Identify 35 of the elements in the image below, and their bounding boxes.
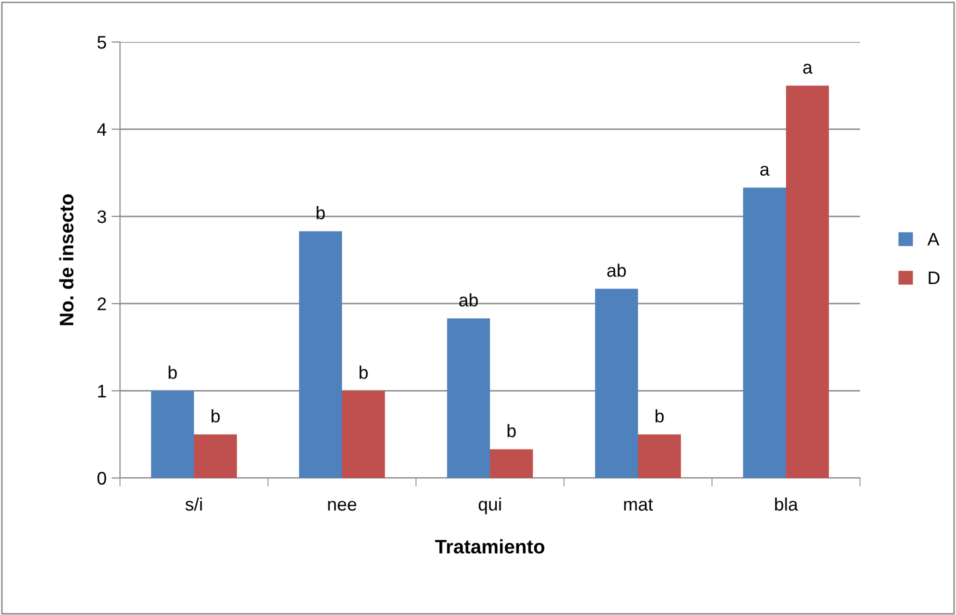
data-label: a (760, 166, 770, 176)
bar (595, 288, 638, 478)
x-axis-title: Tratamiento (435, 539, 544, 554)
bar (194, 434, 237, 478)
bar (447, 318, 490, 478)
bar (743, 188, 786, 478)
data-label: ab (459, 293, 478, 307)
y-tick-label: 4 (97, 123, 106, 136)
legend-label: D (928, 272, 940, 284)
data-label: b (508, 424, 516, 438)
x-tick-label: nee (328, 500, 356, 511)
y-tick-label: 3 (97, 210, 106, 224)
data-label: b (316, 206, 325, 220)
x-tick-label: qui (478, 497, 501, 514)
y-axis-title: No. de insecto (59, 194, 74, 326)
data-label: b (656, 409, 664, 422)
y-tick-label: 2 (98, 298, 106, 310)
data-label: b (360, 366, 368, 379)
y-tick-label: 1 (98, 384, 106, 398)
bar (786, 86, 829, 478)
y-tick-label: 5 (97, 36, 106, 49)
data-label: a (803, 64, 812, 74)
bar (638, 434, 681, 478)
x-tick-label: bla (775, 497, 798, 511)
x-tick-label: s/i (185, 497, 202, 511)
bar (342, 390, 385, 478)
data-label: ab (607, 264, 626, 277)
legend-label: A (927, 233, 940, 246)
data-label: b (212, 409, 220, 422)
x-tick-label: mat (624, 498, 653, 511)
bar (151, 390, 194, 478)
y-tick-label: 0 (97, 472, 106, 485)
bar (299, 231, 342, 478)
data-label: b (168, 366, 177, 379)
bar (490, 449, 533, 478)
